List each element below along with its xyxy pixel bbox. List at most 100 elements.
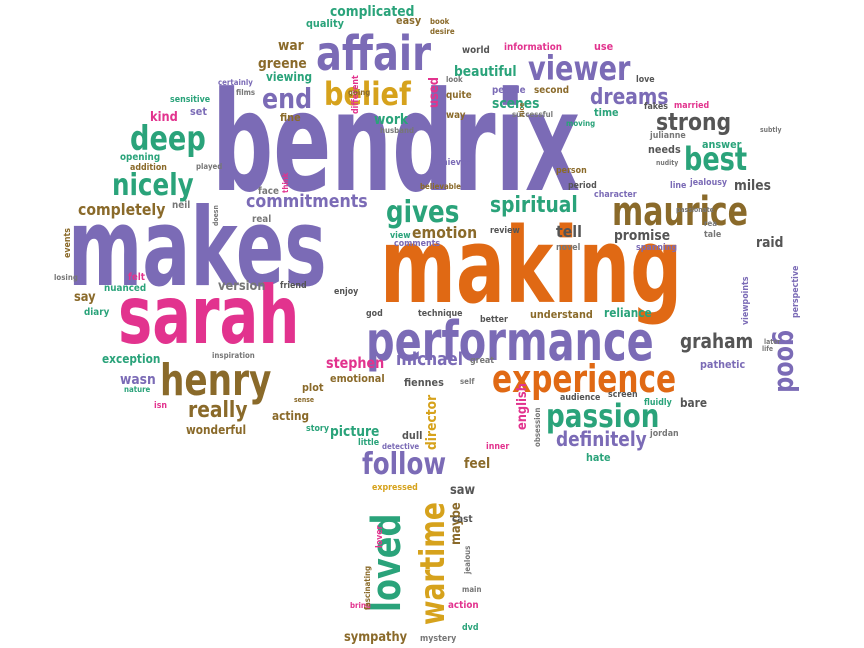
word-bendrix: bendrix [212, 63, 580, 224]
word-makes: makes [68, 185, 327, 311]
word-affair: affair [316, 27, 432, 82]
word-acting: acting [272, 409, 309, 423]
word-used: used [426, 77, 441, 108]
word-married: married [674, 100, 709, 111]
word-review: review [490, 225, 520, 236]
word-emotional: emotional [330, 372, 385, 385]
word-good: good [771, 330, 804, 393]
word-pathetic: pathetic [700, 358, 745, 371]
word-believable: believable [420, 182, 461, 192]
word-dreams: dreams [590, 84, 668, 110]
word-use: use [594, 40, 613, 53]
word-achieves: achieves [432, 157, 471, 168]
word-main: main [462, 585, 481, 595]
word-commitments: commitments [246, 190, 368, 211]
word-detective: detective [382, 442, 419, 452]
word-information: information [504, 42, 562, 54]
word-love: love [636, 74, 655, 85]
word-saw: saw [450, 482, 475, 497]
word-losing: losing [54, 273, 78, 283]
word-inspiration: inspiration [212, 351, 255, 361]
word-raid: raid [756, 235, 783, 251]
word-god: god [366, 308, 383, 319]
word-henry: henry [160, 355, 271, 406]
word-director: director [424, 394, 440, 450]
word-viewing: viewing [266, 70, 312, 84]
word-obsession: obsession [533, 408, 543, 447]
word-cast: cast [452, 514, 473, 526]
word-diary: diary [84, 307, 109, 319]
word-lover: lover [374, 525, 385, 548]
word-self: self [460, 377, 475, 387]
word-nature: nature [124, 385, 150, 395]
word-completely: completely [78, 200, 166, 219]
word-screen: screen [608, 389, 638, 400]
word-certainly: certainly [218, 78, 253, 88]
word-stephen: stephen [326, 355, 384, 372]
word-set: set [190, 105, 207, 118]
word-character: character [594, 189, 637, 200]
word-isn: isn [154, 400, 167, 411]
word-line: line [670, 180, 687, 191]
word-book: book [430, 17, 450, 27]
word-best: best [684, 140, 747, 178]
word-husband: husband [380, 126, 414, 136]
word-life: life [762, 345, 774, 353]
word-way: way [446, 110, 466, 122]
word-jealousy: jealousy [689, 177, 727, 188]
word-beautiful: beautiful [454, 64, 517, 80]
word-events: events [62, 228, 73, 258]
word-moving: moving [566, 119, 595, 129]
word-easy: easy [396, 14, 421, 27]
word-picture: picture [330, 424, 379, 440]
word-tell: tell [556, 222, 582, 241]
word-kind: kind [150, 109, 178, 124]
word-answer: answer [702, 138, 742, 151]
word-story: story [306, 423, 329, 434]
word-dull: dull [402, 429, 422, 442]
word-sarah: sarah [118, 270, 299, 363]
word-action: action [448, 600, 479, 612]
word-perspective: perspective [790, 265, 801, 318]
word-deep: deep [130, 119, 206, 159]
word-exception: exception [102, 352, 160, 366]
word-experience: experience [492, 357, 676, 402]
word-real: real [252, 214, 271, 226]
word-world: world [462, 45, 490, 57]
word-end: end [262, 83, 312, 115]
word-sympathy: sympathy [344, 629, 407, 644]
word-nicely: nicely [112, 169, 194, 203]
word-scenes: scenes [492, 96, 540, 112]
word-hate: hate [586, 451, 611, 464]
word-follow: follow [362, 448, 446, 482]
word-little: little [358, 437, 379, 448]
word-passion: passion [546, 397, 659, 434]
word-face: face [258, 186, 279, 198]
word-bare: bare [680, 396, 707, 410]
word-spanning: spanning [636, 242, 677, 253]
word-plot: plot [302, 381, 324, 394]
word-version: version [218, 278, 266, 293]
word-definitely: definitely [556, 429, 647, 452]
word-time: time [594, 106, 619, 119]
word-promise: promise [614, 228, 670, 244]
word-fine: fine [280, 111, 301, 124]
word-audience: audience [560, 392, 601, 403]
word-sense: sense [294, 396, 315, 404]
word-view: view [390, 230, 411, 241]
word-maurice: maurice [612, 189, 748, 235]
word-novel: novel [556, 242, 580, 253]
word-passionate: passionate [676, 206, 714, 214]
word-wonderful: wonderful [186, 423, 246, 437]
word-greene: greene [258, 56, 307, 72]
word-opening: opening [120, 152, 160, 164]
word-needs: needs [648, 143, 681, 156]
word-making: making [380, 207, 682, 327]
word-viewer: viewer [528, 49, 631, 89]
word-jordan: jordan [649, 428, 679, 439]
word-loved: loved [362, 514, 409, 612]
word-dvd: dvd [462, 622, 478, 633]
word-bring: bring [350, 601, 371, 611]
word-felt: felt [128, 272, 145, 284]
